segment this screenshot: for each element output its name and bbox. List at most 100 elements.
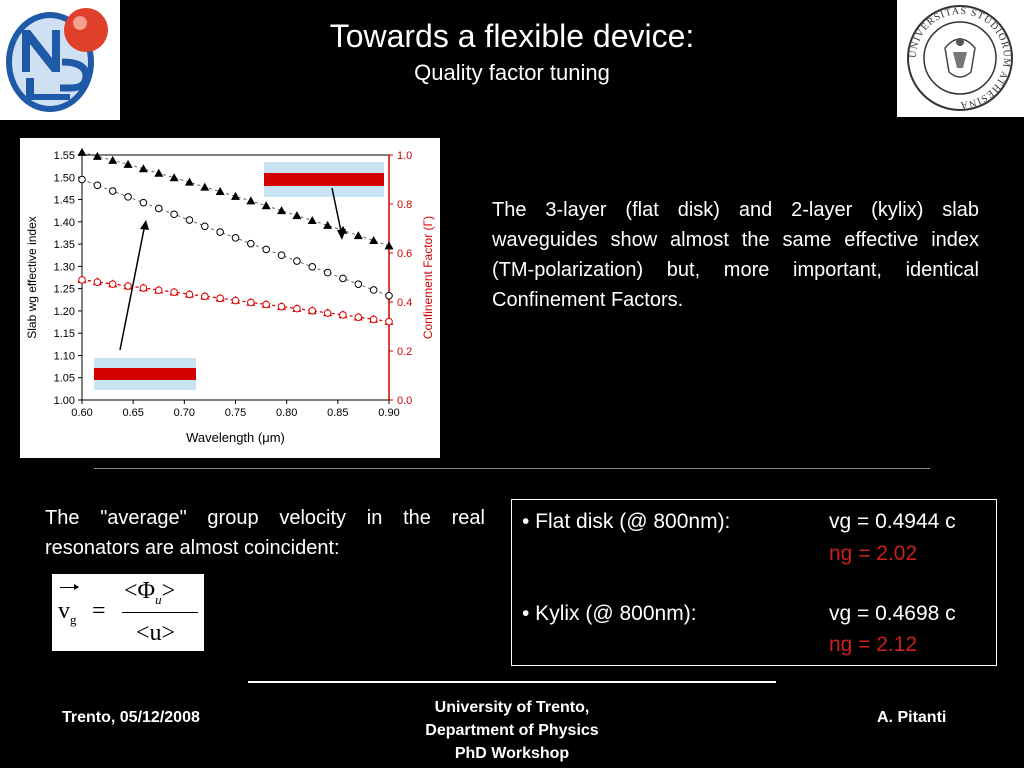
series-0-point [369, 236, 379, 245]
group-velocity-text: The "average" group velocity in the real… [45, 507, 485, 559]
footer-line-3: PhD Workshop [454, 745, 570, 762]
series-1-point [185, 216, 194, 224]
series-0-point [169, 173, 179, 182]
series-1-point [277, 251, 286, 260]
slide-title: Towards a flexible device: [329, 18, 695, 54]
kylix-vg: vg = 0.4698 c [829, 602, 956, 625]
series-3-point [139, 284, 148, 292]
series-1-point [308, 263, 317, 271]
y-axis-label: Slab wg effective index [25, 216, 39, 339]
series-3-point [154, 286, 163, 295]
nls-logo [0, 0, 120, 120]
series-3-point [308, 307, 317, 315]
y-tick-label: 1.15 [54, 328, 75, 340]
series-0-point [184, 177, 194, 186]
y-tick-label: 1.30 [54, 261, 75, 273]
series-1-point [385, 291, 393, 300]
series-1-point [216, 228, 224, 236]
y-tick-label: 1.10 [54, 350, 75, 362]
y2-axis-label: Confinement Factor (Γ) [421, 216, 435, 339]
series-0-point [123, 159, 133, 168]
series-1-point [369, 286, 378, 294]
series-3-point [124, 282, 132, 290]
series-0-point [108, 155, 118, 164]
series-3-point [293, 304, 301, 313]
series-1-point [354, 280, 363, 288]
series-1-point [108, 187, 117, 195]
series-0-point [231, 191, 240, 200]
series-3-point [216, 294, 224, 303]
series-1-point [231, 234, 240, 242]
series-0-point [384, 241, 394, 250]
series-3-point [385, 317, 393, 326]
y-tick-label: 1.35 [54, 239, 75, 251]
x-tick-label: 0.80 [276, 407, 297, 419]
series-3-point [323, 309, 332, 317]
two-layer-inset [94, 358, 196, 390]
series-1-point [201, 222, 209, 231]
three-layer-inset [264, 162, 384, 197]
series-1-point [323, 268, 332, 277]
footer-line-2: Department of Physics [425, 722, 599, 739]
flat-disk-ng: ng = 2.02 [829, 542, 918, 565]
series-1-point [293, 257, 301, 265]
y2-tick-label: 1.0 [397, 150, 412, 162]
group-velocity-formula: vg = <Φu> <u> [52, 574, 204, 651]
series-1-point [339, 274, 347, 283]
series-1-point [262, 245, 270, 254]
arrow-two-layer [119, 223, 146, 351]
y-tick-label: 1.55 [54, 150, 75, 162]
footer-date: Trento, 05/12/2008 [62, 709, 200, 726]
arrow-three-layer [331, 187, 343, 237]
formula-denominator: <u> [136, 620, 176, 646]
series-1-point [124, 193, 132, 201]
series-0-point [353, 231, 363, 240]
series-0-point [307, 215, 317, 224]
series-1-point [154, 204, 163, 213]
y2-tick-label: 0.8 [397, 199, 412, 211]
effective-index-chart: 0.60 0.65 0.70 0.75 0.80 0.85 0.90 1.00 1.05 1.10… [20, 138, 440, 458]
series-3-point [369, 315, 378, 324]
x-tick-label: 0.65 [122, 407, 143, 419]
series-0-point [215, 187, 225, 196]
formula-lhs: v [58, 598, 70, 624]
footer-institution: University of Trento, Department of Phys… [380, 696, 644, 765]
series-3-point [339, 311, 347, 319]
vector-arrow [60, 587, 78, 588]
kylix-ng: ng = 2.12 [829, 633, 918, 656]
series-3-point [78, 276, 86, 284]
series-1-point [78, 175, 86, 184]
series-3-point [354, 313, 363, 321]
series-3-point [185, 290, 194, 299]
series-3-point [93, 278, 102, 286]
x-tick-label: 0.90 [378, 407, 399, 419]
y-tick-label: 1.25 [54, 284, 75, 296]
y-tick-label: 1.45 [54, 195, 75, 207]
y-tick-label: 1.50 [54, 172, 75, 184]
y2-tick-label: 0.0 [397, 395, 412, 407]
series-0-point [200, 182, 210, 191]
series-1-point [170, 210, 178, 219]
y-tick-label: 1.20 [54, 306, 75, 318]
y-tick-label: 1.05 [54, 373, 75, 385]
series-0-point [92, 151, 102, 160]
slide-subtitle: Quality factor tuning [414, 60, 610, 85]
y-tick-label: 1.00 [54, 395, 75, 407]
university-seal-logo: UNIVERSITAS STUDIORUM ATHESINA [897, 0, 1024, 117]
x-tick-label: 0.85 [327, 407, 348, 419]
formula-equals: = [92, 598, 106, 624]
series-3-point [108, 280, 117, 288]
formula-numerator: <Φ [124, 578, 156, 604]
x-tick-label: 0.75 [225, 407, 246, 419]
series-3-point [231, 296, 240, 305]
formula-numerator-sub: u [155, 591, 162, 607]
series-1-point [139, 198, 148, 207]
y-tick-label: 1.40 [54, 217, 75, 229]
series-3-point [170, 288, 178, 296]
footer-separator [248, 681, 776, 683]
y2-tick-label: 0.6 [397, 248, 412, 260]
series-0-point [154, 168, 164, 177]
flat-disk-label: • Flat disk (@ 800nm): [522, 510, 731, 533]
kylix-label: • Kylix (@ 800nm): [522, 602, 697, 625]
series-1-point [247, 239, 255, 248]
